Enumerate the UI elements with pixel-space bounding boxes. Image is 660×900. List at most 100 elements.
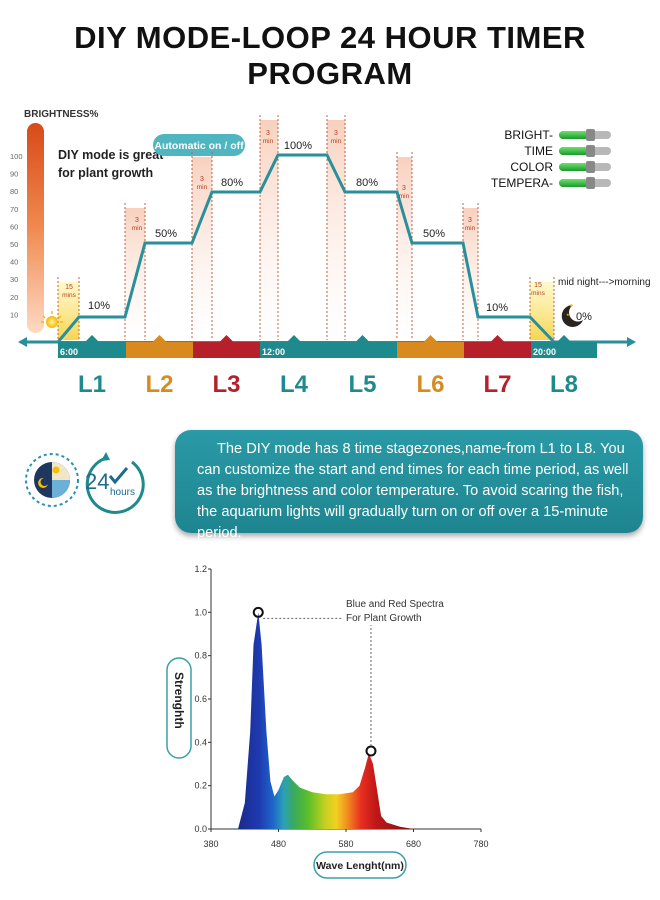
spectrum-curve bbox=[238, 612, 414, 829]
stage-label: L3 bbox=[212, 371, 240, 398]
ramp-duration-unit: min bbox=[399, 193, 410, 200]
ramp-duration-value: 3 bbox=[402, 185, 406, 192]
brightness-scale-ticks: 100 90 80 70 60 50 40 30 20 10 bbox=[10, 152, 23, 319]
scale-tick-label: 10 bbox=[10, 310, 18, 319]
x-tick-label: 480 bbox=[271, 839, 286, 849]
y-tick-label: 0.6 bbox=[194, 694, 207, 704]
timeline-segment bbox=[58, 342, 126, 358]
x-tick-label: 680 bbox=[406, 839, 421, 849]
zero-percent-label: 0% bbox=[576, 311, 592, 323]
y-tick-label: 0.8 bbox=[194, 651, 207, 661]
clock-24-hours-icon: 24 hours bbox=[25, 452, 145, 514]
spectrum-peaks bbox=[252, 606, 377, 757]
ramp-area bbox=[260, 120, 278, 340]
scale-tick-label: 100 bbox=[10, 152, 23, 161]
timeline-segment bbox=[397, 342, 464, 358]
control-slider bbox=[559, 163, 589, 171]
x-tick-label: 580 bbox=[338, 839, 353, 849]
y-tick-label: 0.0 bbox=[194, 824, 207, 834]
timeline-segment-notch bbox=[557, 335, 571, 342]
sun-icon bbox=[41, 311, 63, 328]
x-tick-label: 780 bbox=[473, 839, 488, 849]
time-mark: 12:00 bbox=[262, 347, 285, 357]
timer-diagram: BRIGHTNESS% 100 90 80 70 60 50 40 30 20 10 DIY mo… bbox=[10, 109, 651, 398]
ramp-duration-value: 3 bbox=[135, 217, 139, 224]
stage-label: L7 bbox=[483, 371, 511, 398]
y-tick-label: 1.0 bbox=[194, 607, 207, 617]
clock-number: 24 bbox=[85, 469, 109, 494]
y-tick-label: 0.2 bbox=[194, 781, 207, 791]
timeline-segment-notch bbox=[490, 335, 505, 342]
peak-marker bbox=[252, 606, 264, 618]
auto-badge-label: Automatic on / off bbox=[154, 140, 244, 152]
page-title: DIY MODE-LOOP 24 HOUR TIMER PROGRAM bbox=[74, 20, 586, 91]
y-tick-label: 1.2 bbox=[194, 564, 207, 574]
ramp-duration-unit: min bbox=[331, 138, 342, 145]
time-mark: 20:00 bbox=[533, 347, 556, 357]
timeline-segment bbox=[260, 342, 328, 358]
brightness-scale-bar bbox=[27, 123, 44, 333]
ramp-duration-unit: min bbox=[132, 225, 143, 232]
control-knob bbox=[586, 177, 595, 189]
timeline-segment-notch bbox=[355, 335, 370, 342]
description-box: The DIY mode has 8 time stagezones,name-… bbox=[175, 430, 643, 541]
timeline-arrow-left bbox=[18, 337, 27, 347]
timeline-segment-notch bbox=[152, 335, 167, 342]
timeline-segment-notch bbox=[219, 335, 234, 342]
controls-legend: BRIGHT- TIME COLOR TEMPERA- bbox=[491, 128, 611, 190]
scale-tick-label: 60 bbox=[10, 222, 18, 231]
ramp-duration-unit: min bbox=[263, 138, 274, 145]
ramp-duration-value: 3 bbox=[334, 130, 338, 137]
timeline-segment bbox=[464, 342, 531, 358]
brightness-level-label: 80% bbox=[356, 177, 378, 189]
timeline-segment bbox=[531, 342, 597, 358]
x-tick-label: 380 bbox=[203, 839, 218, 849]
control-knob bbox=[586, 129, 595, 141]
timeline-segment-notch bbox=[287, 335, 301, 342]
control-slider bbox=[559, 147, 589, 155]
control-label: TEMPERA- bbox=[491, 176, 553, 190]
control-slider bbox=[559, 179, 589, 187]
brightness-level-label: 50% bbox=[423, 228, 445, 240]
ramp-area bbox=[327, 120, 345, 340]
spectrum-xlabel-text: Wave Lenght(nm) bbox=[316, 860, 404, 872]
clock-unit: hours bbox=[110, 487, 135, 498]
time-mark: 6:00 bbox=[60, 347, 78, 357]
ramp-duration-value: 3 bbox=[468, 217, 472, 224]
scale-tick-label: 80 bbox=[10, 187, 18, 196]
ramp-area bbox=[125, 208, 145, 340]
ramp-duration-value: 3 bbox=[266, 130, 270, 137]
control-slider bbox=[559, 131, 589, 139]
stage-labels: L1 L2 L3 L4 L5 L6 L7 L8 bbox=[78, 371, 578, 398]
timeline-arrow-right bbox=[627, 337, 636, 347]
scale-tick-label: 40 bbox=[10, 258, 18, 267]
midnight-label: mid night--->morning bbox=[558, 277, 651, 288]
brightness-level-label: 50% bbox=[155, 228, 177, 240]
spectrum-ylabel-text: Strenghth bbox=[172, 672, 186, 729]
timeline-segment bbox=[193, 342, 260, 358]
ramp-duration-unit: min bbox=[465, 225, 476, 232]
stage-label: L2 bbox=[145, 371, 173, 398]
svg-text:★: ★ bbox=[569, 303, 574, 309]
auto-badge: Automatic on / off bbox=[153, 134, 245, 156]
brightness-level-label: 10% bbox=[88, 300, 110, 312]
stage-label: L5 bbox=[348, 371, 376, 398]
stage-label: L8 bbox=[550, 371, 578, 398]
peak-marker bbox=[365, 745, 377, 757]
svg-text:★: ★ bbox=[566, 312, 570, 317]
scale-tick-label: 70 bbox=[10, 205, 18, 214]
brightness-levels: 10% 50% 80% 100% 80% 50% 10% bbox=[88, 140, 508, 314]
diy-note-line2: for plant growth bbox=[58, 166, 153, 180]
timeline-segment-notch bbox=[85, 335, 99, 342]
spectrum-xlabel: Wave Lenght(nm) bbox=[313, 851, 407, 879]
stage-label: L1 bbox=[78, 371, 106, 398]
timeline: 6:00 12:00 20:00 bbox=[18, 335, 636, 358]
spectrum-ylabel: Strenghth bbox=[166, 657, 192, 759]
timeline-segment-notch bbox=[423, 335, 438, 342]
brightness-level-label: 100% bbox=[284, 140, 312, 152]
ramp-duration-value: 15 bbox=[534, 282, 542, 289]
ramp-duration-value: 3 bbox=[200, 176, 204, 183]
control-knob bbox=[586, 161, 595, 173]
ramp-duration-unit: mins bbox=[62, 292, 76, 299]
